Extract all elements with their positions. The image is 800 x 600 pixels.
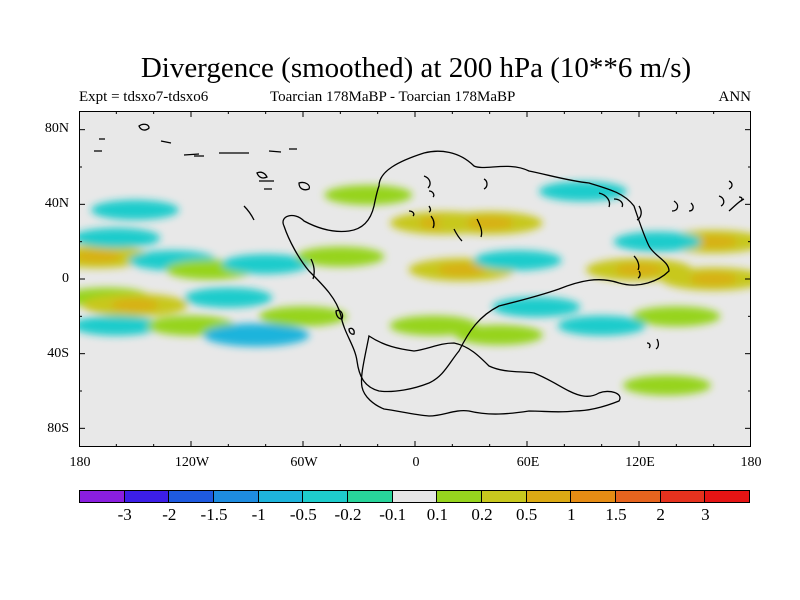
divergence-anomaly-13 xyxy=(296,246,385,267)
colorbar-swatch xyxy=(570,490,617,503)
colorbar-swatch xyxy=(704,490,751,503)
colorbar-swatch xyxy=(213,490,259,503)
divergence-anomaly-5 xyxy=(79,315,161,336)
divergence-anomaly-26 xyxy=(632,306,721,327)
divergence-anomaly-11 xyxy=(221,254,310,275)
divergence-core-17 xyxy=(437,263,486,276)
lat-label-0: 0 xyxy=(62,271,69,286)
colorbar-swatch xyxy=(257,490,304,503)
colorbar-swatch xyxy=(659,490,706,503)
colorbar-label: -0.2 xyxy=(334,505,362,524)
plot-title: Divergence (smoothed) at 200 hPa (10**6 … xyxy=(140,52,692,84)
colorbar-swatch xyxy=(481,490,527,503)
lon-label-60e: 60E xyxy=(516,455,540,470)
divergence-core-23 xyxy=(615,263,663,276)
colorbar-swatch xyxy=(302,490,349,503)
divergence-core-16 xyxy=(465,216,514,230)
lon-label-120w: 120W xyxy=(174,455,210,470)
divergence-core-24 xyxy=(689,272,738,286)
divergence-core-25 xyxy=(689,235,738,248)
divergence-anomaly-12 xyxy=(259,306,347,327)
divergence-anomaly-21 xyxy=(492,297,581,317)
colorbar-label: -0.1 xyxy=(379,505,407,524)
colorbar-label: 3 xyxy=(701,505,710,524)
colorbar-swatch xyxy=(168,490,215,503)
colorbar-label: 0.1 xyxy=(426,505,448,524)
experiment-label: Expt = tdsxo7-tdsxo6 xyxy=(79,89,209,105)
colorbar-label: -0.5 xyxy=(289,505,317,524)
colorbar-label: 1 xyxy=(567,505,576,524)
colorbar-label: 0.2 xyxy=(471,505,493,524)
divergence-anomaly-19 xyxy=(455,325,543,345)
colorbar-swatch xyxy=(615,490,661,503)
period-label: Toarcian 178MaBP - Toarcian 178MaBP xyxy=(270,89,516,105)
divergence-anomaly-27 xyxy=(613,231,702,252)
colorbar-swatch xyxy=(436,490,483,503)
southern-landmass-coastline xyxy=(360,334,621,417)
divergence-anomaly-14 xyxy=(324,185,413,205)
divergence-anomaly-2 xyxy=(91,199,179,220)
lon-label-180w: 180 xyxy=(69,455,91,470)
divergence-anomaly-18 xyxy=(389,315,478,336)
divergence-core-9 xyxy=(232,328,281,342)
lat-label-40s: 40S xyxy=(47,346,69,361)
divergence-anomaly-1 xyxy=(79,227,161,248)
divergence-anomaly-29 xyxy=(623,375,711,396)
lon-label-180e: 180 xyxy=(740,455,762,470)
colorbar-swatch xyxy=(347,490,393,503)
lon-label-0: 0 xyxy=(412,455,420,470)
colorbar-label: -1.5 xyxy=(200,505,228,524)
colorbar-swatch xyxy=(123,490,170,503)
colorbar-label: -2 xyxy=(162,505,177,524)
lon-label-120e: 120E xyxy=(625,455,655,470)
lat-label-40n: 40N xyxy=(44,196,69,211)
lon-label-60w: 60W xyxy=(290,455,318,470)
divergence-anomaly-28 xyxy=(557,315,646,336)
colorbar-label: -3 xyxy=(117,505,132,524)
divergence-anomaly-10 xyxy=(184,287,273,308)
colorbar-label: 2 xyxy=(656,505,665,524)
lat-label-80n: 80N xyxy=(44,121,69,136)
colorbar-label: 1.5 xyxy=(605,505,627,524)
colorbar-swatch xyxy=(391,490,438,503)
pangea-coastline xyxy=(282,150,670,393)
divergence-anomaly-20 xyxy=(473,250,562,271)
axis-ticks xyxy=(79,111,751,447)
paleo-coastlines xyxy=(94,123,745,417)
season-label: ANN xyxy=(718,89,752,105)
divergence-core-4 xyxy=(111,298,159,312)
colorbar-swatch xyxy=(79,490,125,503)
lat-label-80s: 80S xyxy=(47,421,69,436)
colorbar-label: -1 xyxy=(251,505,266,524)
colorbar-label: 0.5 xyxy=(516,505,538,524)
divergence-map xyxy=(79,111,751,447)
divergence-core-0 xyxy=(79,250,122,263)
colorbar xyxy=(79,490,751,503)
colorbar-swatch xyxy=(525,490,572,503)
